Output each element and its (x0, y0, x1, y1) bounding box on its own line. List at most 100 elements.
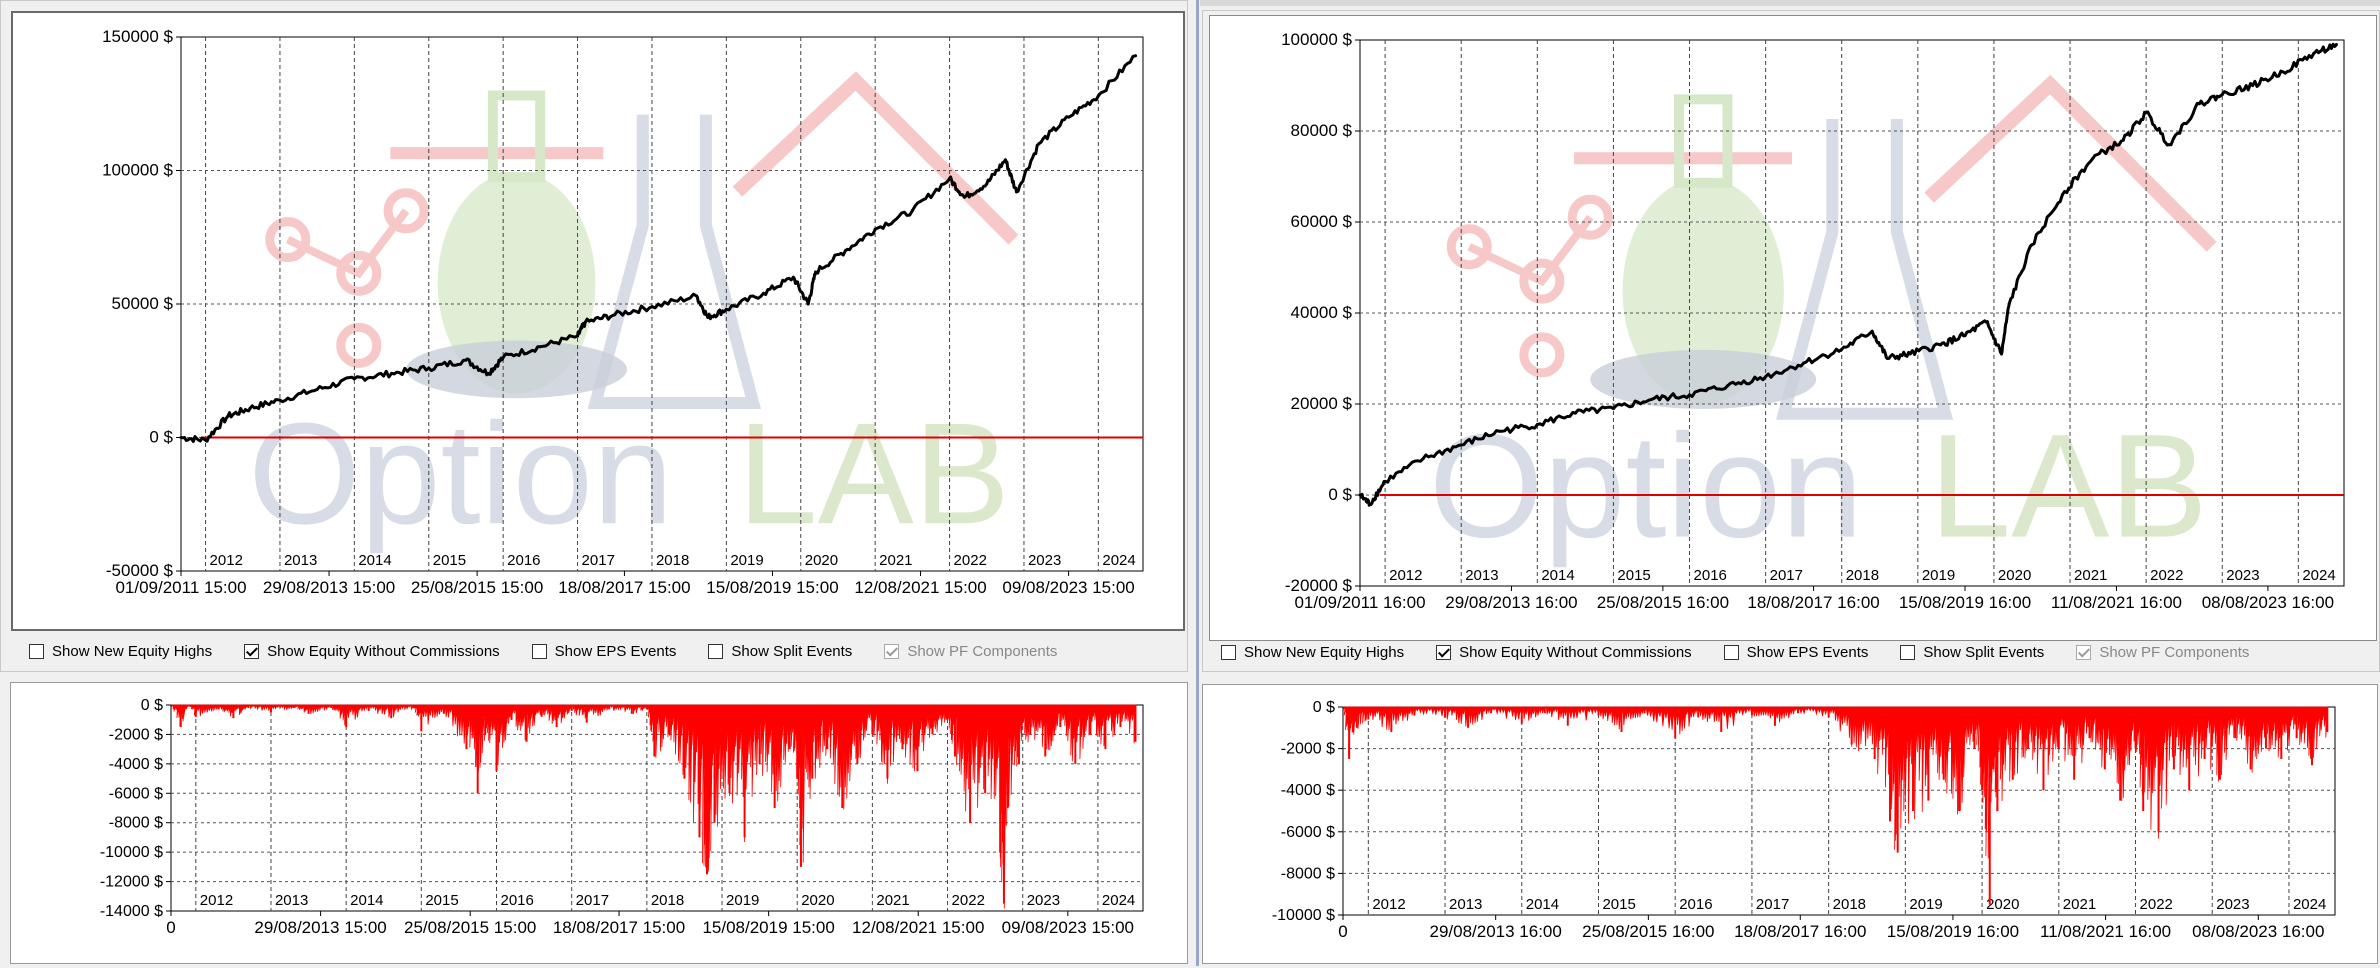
left-equity-chart-area: Option LAB 150000 $ 100000 $ 50000 $ 0 $ -5000… (11, 11, 1185, 631)
watermark-atom (1567, 194, 1613, 240)
equity-point (706, 315, 710, 319)
equity-point (2167, 143, 2171, 147)
checkbox-square[interactable] (708, 644, 724, 659)
y-tick-label: -8000 $ (109, 815, 163, 832)
y-tick-label: -10000 $ (1272, 907, 1335, 924)
y-tick-label: -4000 $ (1281, 782, 1335, 799)
x-tick-label: 15/08/2019 15:00 (706, 578, 838, 597)
equity-point (2220, 93, 2224, 97)
year-label: 2019 (730, 552, 763, 569)
watermark-flask-grey (587, 114, 762, 410)
year-label: 2021 (879, 552, 912, 569)
x-tick-label: 18/08/2017 16:00 (1734, 922, 1866, 941)
equity-point (1649, 397, 1653, 401)
equity-point (814, 270, 818, 274)
year-label: 2022 (2150, 567, 2183, 584)
equity-point (1802, 361, 1806, 365)
x-tick-label: 08/08/2023 16:00 (2192, 922, 2324, 941)
year-label: 2016 (507, 552, 540, 569)
year-label: 2019 (1909, 896, 1942, 913)
equity-point (948, 177, 952, 181)
equity-point (2197, 102, 2201, 106)
x-tick-label: 25/08/2015 16:00 (1597, 593, 1729, 612)
split-divider[interactable] (1196, 0, 1199, 966)
y-tick-label: -4000 $ (109, 756, 163, 773)
x-tick-label: 29/08/2013 15:00 (263, 578, 395, 597)
left-show-pf-components-checkbox: Show PF Components (884, 643, 1057, 660)
year-label: 2024 (1102, 892, 1135, 909)
checkbox-square[interactable] (1900, 645, 1916, 660)
checkbox-square[interactable] (244, 644, 260, 659)
equity-point (1383, 479, 1387, 483)
equity-point (315, 387, 319, 391)
year-label: 2012 (210, 552, 243, 569)
equity-point (1096, 94, 1100, 98)
equity-point (873, 227, 877, 231)
checkbox-square[interactable] (1436, 645, 1452, 660)
year-label: 2021 (2074, 567, 2107, 584)
x-tick-label: 15/08/2019 16:00 (1899, 593, 2031, 612)
left-checkbox-row: Show New Equity Highs Show Equity Without… (29, 643, 1089, 660)
year-label: 2023 (2216, 896, 2249, 913)
year-label: 2017 (582, 552, 615, 569)
watermark-roof (1924, 74, 2217, 252)
year-label: 2016 (1679, 896, 1712, 913)
y-tick-label: 0 $ (141, 697, 163, 714)
equity-point (1611, 407, 1615, 411)
left-show-eps-events-checkbox[interactable]: Show EPS Events (531, 643, 677, 660)
equity-point (1984, 320, 1988, 324)
equity-point (806, 302, 810, 306)
year-label: 2013 (275, 892, 308, 909)
y-tick-label: 100000 $ (1281, 30, 1352, 49)
year-label: 2020 (1986, 896, 2019, 913)
right-show-split-events-checkbox[interactable]: Show Split Events (1900, 644, 2044, 661)
y-tick-label: 40000 $ (1291, 303, 1353, 322)
y-tick-label: -20000 $ (1285, 576, 1353, 595)
y-tick-label: 0 $ (1328, 485, 1352, 504)
year-label: 2019 (1922, 567, 1955, 584)
equity-point (724, 307, 728, 311)
equity-point (910, 209, 914, 213)
right-show-new-equity-highs-checkbox[interactable]: Show New Equity Highs (1221, 644, 1404, 661)
checkbox-label: Show PF Components (907, 643, 1058, 660)
right-show-eps-events-checkbox[interactable]: Show EPS Events (1723, 644, 1868, 661)
checkbox-square[interactable] (1723, 645, 1739, 660)
y-tick-label: -50000 $ (106, 561, 174, 580)
checkbox-square[interactable] (531, 644, 547, 659)
checkbox-label: Show EPS Events (554, 643, 677, 660)
watermark-flask-green (437, 172, 596, 394)
left-drawdown-panel: 0 $ -2000 $ -4000 $ -6000 $ -8000 $ -10000 $ -… (10, 682, 1188, 964)
equity-point (2251, 84, 2255, 87)
equity-point (1840, 347, 1844, 351)
year-label: 2017 (576, 892, 609, 909)
y-tick-label: -8000 $ (1281, 865, 1335, 882)
checkbox-label: Show Equity Without Commissions (1459, 644, 1692, 661)
x-tick-label: 15/08/2019 15:00 (702, 918, 834, 937)
year-label: 2012 (200, 892, 233, 909)
watermark-text-lab: LAB (737, 392, 1009, 554)
year-label: 2017 (1770, 567, 1803, 584)
checkbox-label: Show Split Events (731, 643, 853, 660)
right-show-equity-without-commissions-checkbox[interactable]: Show Equity Without Commissions (1436, 644, 1692, 661)
x-tick-label: 0 (1338, 922, 1347, 941)
year-label: 2015 (1617, 567, 1650, 584)
y-tick-label: -6000 $ (109, 785, 163, 802)
equity-point (962, 195, 966, 199)
checkbox-label: Show Split Events (1923, 644, 2045, 661)
equity-point (1459, 443, 1463, 447)
y-tick-label: -2000 $ (109, 726, 163, 743)
equity-point (2121, 138, 2125, 142)
left-equity-chart: Option LAB 150000 $ 100000 $ 50000 $ 0 $ -5000… (102, 27, 1144, 597)
equity-point (179, 436, 183, 439)
checkbox-square[interactable] (29, 644, 44, 659)
equity-point (2007, 302, 2011, 306)
year-label: 2023 (1027, 892, 1060, 909)
left-show-split-events-checkbox[interactable]: Show Split Events (708, 643, 852, 660)
year-label: 2013 (1449, 896, 1482, 913)
left-show-new-equity-highs-checkbox[interactable]: Show New Equity Highs (29, 643, 212, 660)
year-label: 2023 (2226, 567, 2259, 584)
equity-point (2091, 156, 2095, 160)
checkbox-square[interactable] (1221, 645, 1236, 660)
left-show-equity-without-commissions-checkbox[interactable]: Show Equity Without Commissions (244, 643, 500, 660)
x-tick-label: 18/08/2017 15:00 (553, 918, 685, 937)
